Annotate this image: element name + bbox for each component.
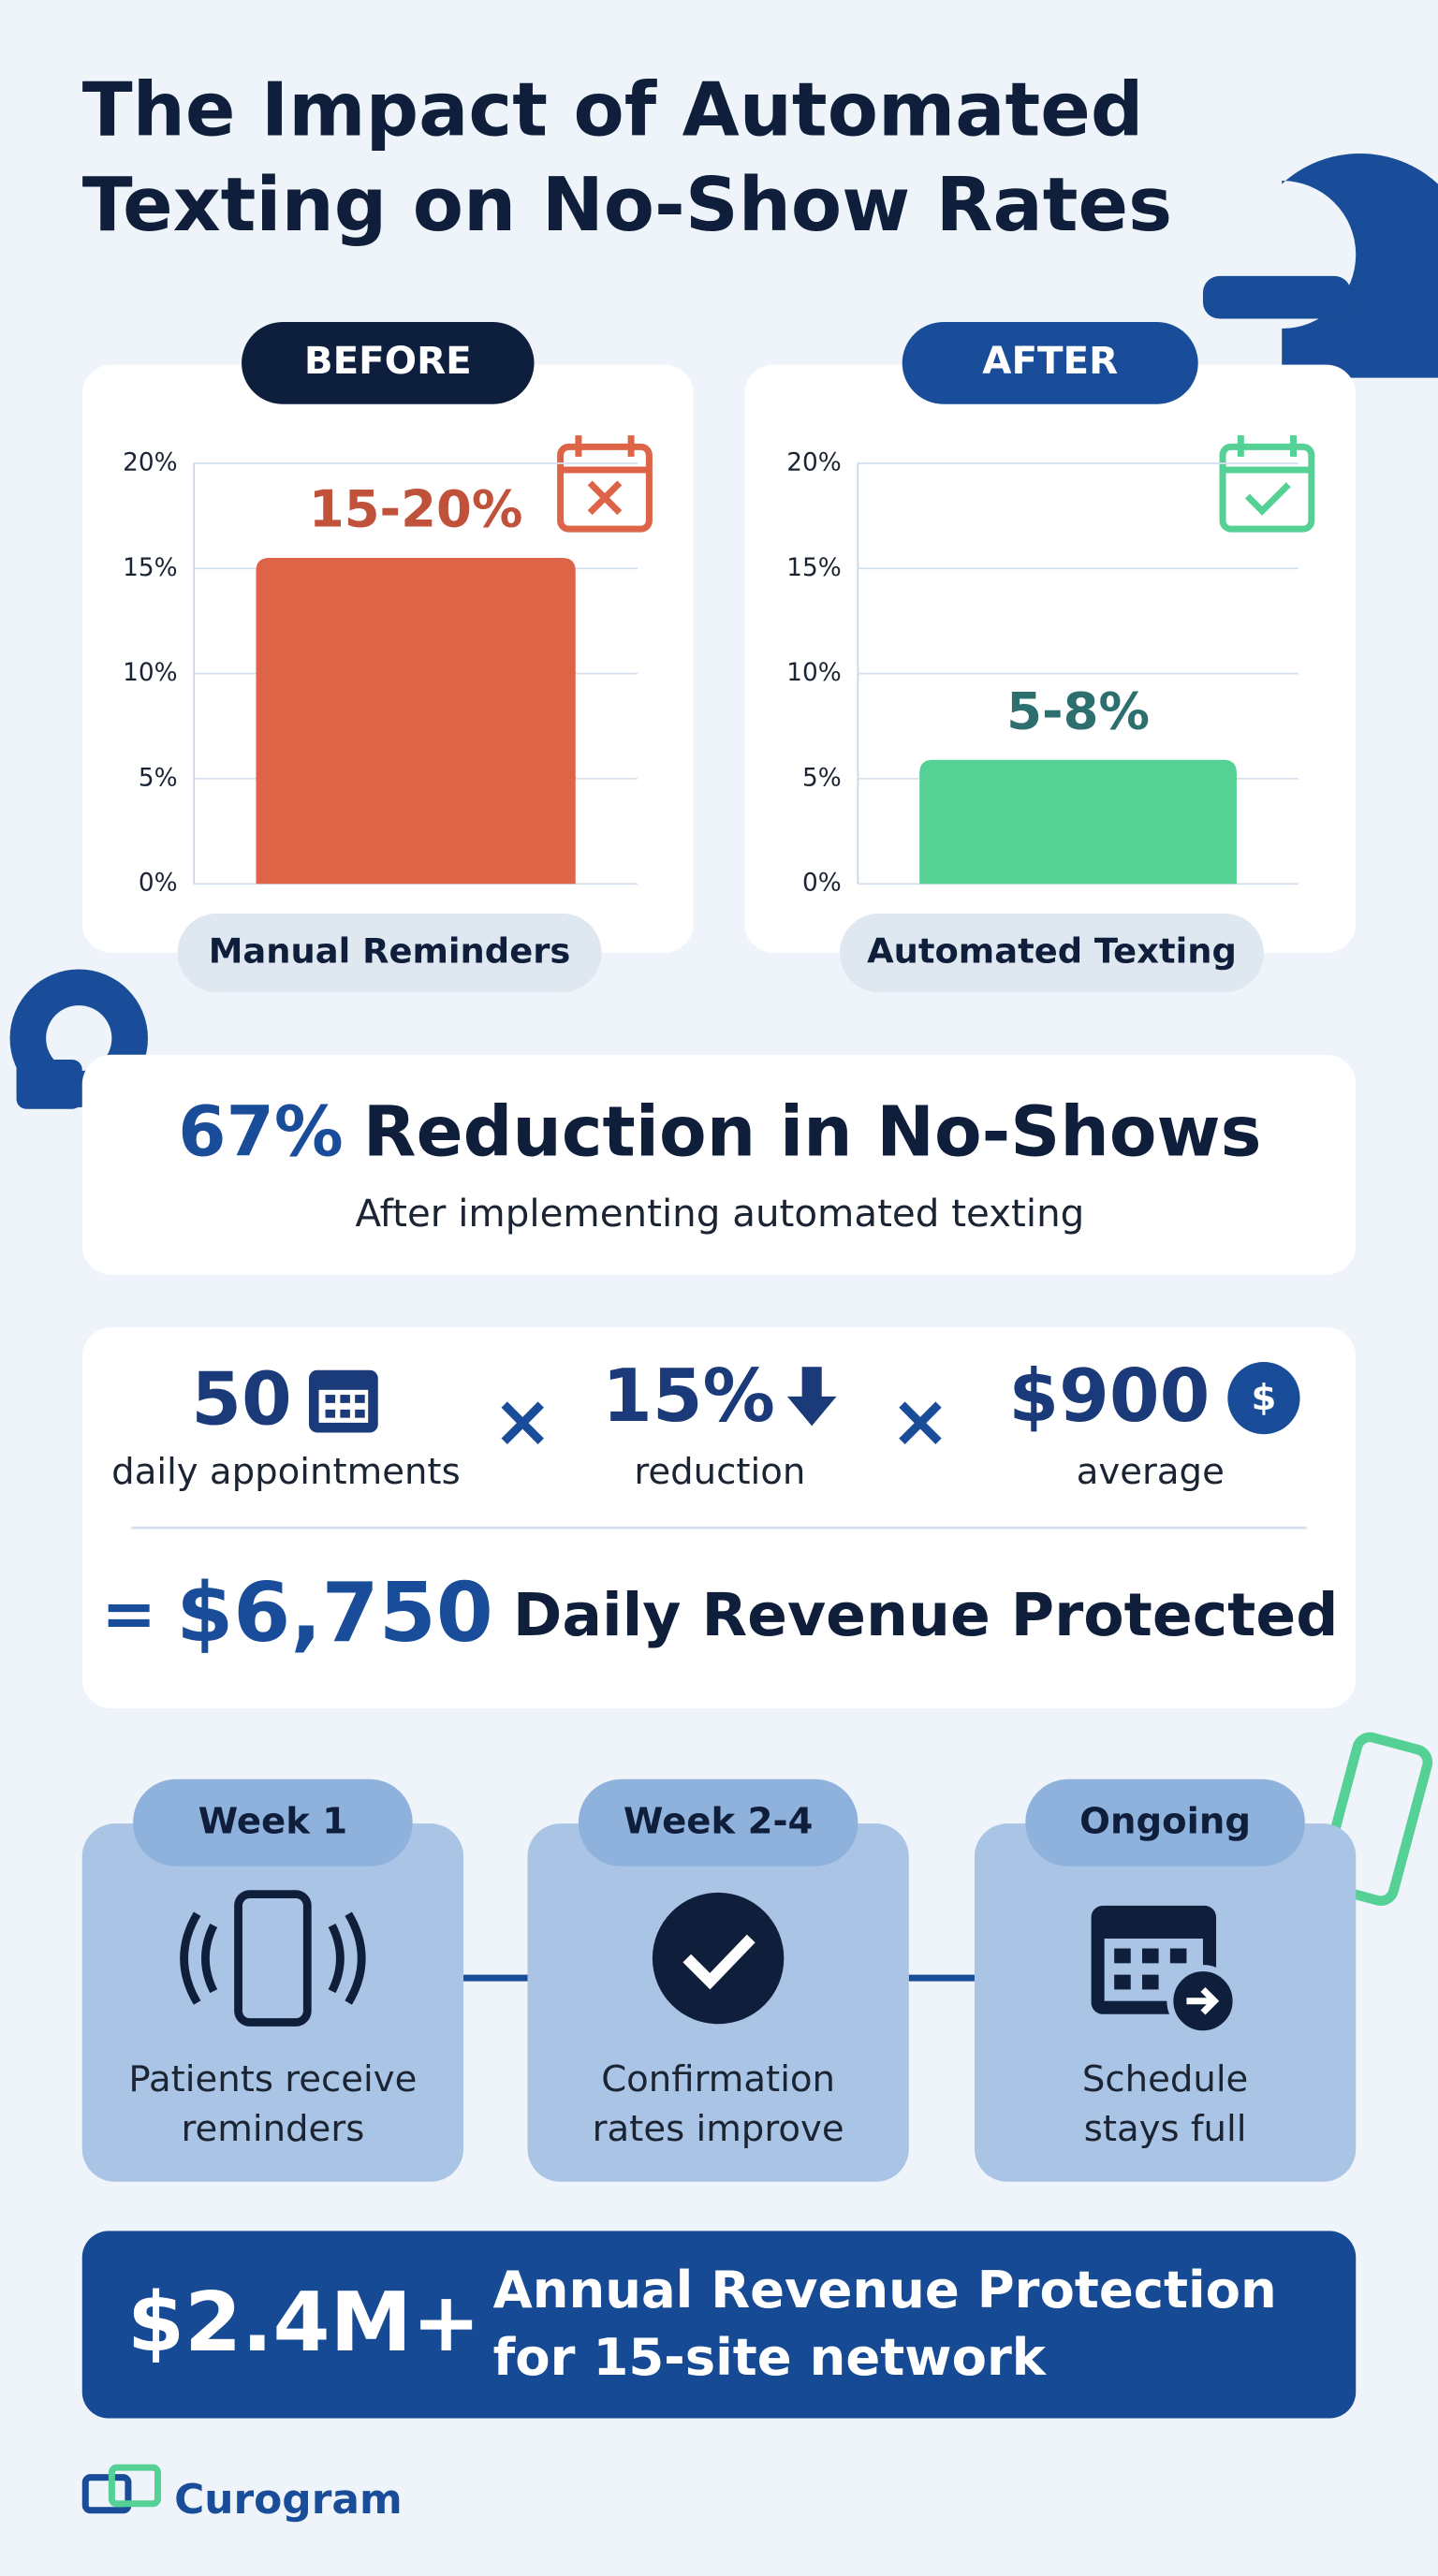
brand-logo bbox=[81, 2464, 162, 2514]
y-tick-label: 20% bbox=[123, 448, 177, 476]
y-tick-label: 15% bbox=[786, 554, 841, 582]
stage-text: rates improve bbox=[593, 2108, 844, 2150]
stage-label: Ongoing bbox=[1079, 1801, 1251, 1843]
stage-pill bbox=[578, 1778, 858, 1866]
factor-label: average bbox=[1077, 1451, 1225, 1493]
check-icon bbox=[652, 1892, 785, 2025]
bar-annotation: 5-8% bbox=[1006, 681, 1150, 741]
factor-label: reduction bbox=[634, 1451, 805, 1493]
category-pill bbox=[177, 913, 602, 993]
y-tick-label: 15% bbox=[123, 554, 177, 582]
stage-text: reminders bbox=[181, 2108, 364, 2150]
bar bbox=[919, 759, 1237, 885]
y-tick-label: 0% bbox=[802, 870, 842, 898]
calendar-check-icon bbox=[1219, 435, 1315, 533]
stage-pill bbox=[133, 1778, 413, 1866]
category-pill bbox=[840, 913, 1264, 993]
timeline-card bbox=[81, 1823, 464, 2182]
chart-title: BEFORE bbox=[304, 339, 472, 383]
reduction-subtitle: After implementing automated texting bbox=[355, 1192, 1084, 1236]
operator: × bbox=[492, 1379, 553, 1463]
reduction-figure: 67% bbox=[178, 1093, 343, 1173]
x-tick-label: Automated Texting bbox=[867, 930, 1237, 971]
reduction-card bbox=[81, 1054, 1357, 1275]
x-tick-label: Manual Reminders bbox=[209, 930, 571, 971]
result: = $6,750 Daily Revenue Protected bbox=[101, 1565, 1338, 1661]
bar bbox=[256, 558, 576, 885]
calculation-card bbox=[81, 1327, 1357, 1709]
y-tick-label: 5% bbox=[802, 764, 842, 792]
stage-pill bbox=[1025, 1778, 1305, 1866]
y-tick-label: 10% bbox=[123, 659, 177, 687]
y-tick-label: 0% bbox=[139, 870, 178, 898]
banner-text: for 15-site network bbox=[493, 2327, 1048, 2387]
result-label: Daily Revenue Protected bbox=[513, 1579, 1339, 1648]
banner bbox=[81, 2231, 1357, 2419]
banner-text: Annual Revenue Protection bbox=[493, 2260, 1277, 2320]
dollar-icon: $ bbox=[1227, 1361, 1300, 1435]
y-tick-label: 20% bbox=[786, 448, 841, 476]
title: Texting on No-Show Rates bbox=[82, 162, 1172, 248]
svg-text:$: $ bbox=[1251, 1377, 1276, 1419]
factor-value: $900 bbox=[1008, 1354, 1210, 1439]
stage-label: Week 1 bbox=[198, 1801, 348, 1843]
brand-name: Curogram bbox=[174, 2476, 403, 2524]
down-arrow-icon bbox=[786, 1367, 837, 1427]
result-value: $6,750 bbox=[176, 1565, 493, 1661]
chart-tag bbox=[902, 322, 1198, 404]
title: The Impact of Automated bbox=[82, 66, 1144, 153]
stage-label: Week 2-4 bbox=[624, 1801, 813, 1843]
reduction-text: Reduction in No-Shows bbox=[363, 1093, 1262, 1173]
stage-text: Confirmation bbox=[601, 2058, 835, 2100]
banner-figure: $2.4M+ bbox=[127, 2275, 480, 2370]
stage-text: Schedule bbox=[1082, 2058, 1248, 2100]
operator: × bbox=[890, 1379, 951, 1463]
bar-annotation: 15-20% bbox=[309, 479, 523, 539]
stage-text: Patients receive bbox=[128, 2058, 417, 2100]
equals: = bbox=[101, 1575, 156, 1652]
calendar-x-icon bbox=[557, 435, 653, 533]
calendar-icon bbox=[309, 1369, 378, 1433]
chart-title: AFTER bbox=[982, 339, 1118, 383]
factor-value: 15% bbox=[602, 1354, 775, 1439]
factor-label: daily appointments bbox=[111, 1451, 461, 1493]
factor-value: 50 bbox=[191, 1358, 291, 1442]
reduction-headline: 67% Reduction in No-Shows bbox=[178, 1093, 1261, 1173]
scanner-icon bbox=[1202, 153, 1438, 378]
schedule-icon bbox=[1091, 1905, 1240, 2038]
stage-text: stays full bbox=[1084, 2108, 1247, 2150]
y-tick-label: 5% bbox=[139, 764, 178, 792]
y-tick-label: 10% bbox=[786, 659, 841, 687]
phone-signal-icon bbox=[180, 1890, 366, 2027]
chart-tag bbox=[242, 322, 535, 404]
